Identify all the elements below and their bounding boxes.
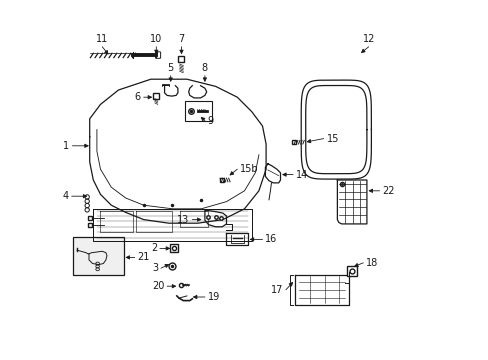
Text: 22: 22: [382, 186, 394, 196]
Text: 15b: 15b: [240, 164, 258, 174]
Text: 5: 5: [167, 63, 173, 73]
Text: 10: 10: [150, 34, 162, 44]
Text: 2: 2: [150, 243, 157, 253]
Text: 13: 13: [177, 215, 189, 225]
Text: 21: 21: [137, 252, 150, 262]
Text: 1: 1: [63, 141, 69, 151]
Text: 6: 6: [134, 92, 141, 102]
Text: 19: 19: [207, 292, 220, 302]
Text: 11: 11: [96, 34, 108, 44]
Bar: [73, 237, 123, 275]
Text: 4: 4: [62, 191, 69, 201]
Text: 18: 18: [366, 258, 378, 268]
Text: 9: 9: [207, 116, 213, 126]
Text: 15: 15: [326, 134, 338, 144]
Text: 3: 3: [152, 263, 158, 273]
Bar: [185, 101, 212, 121]
Text: 17: 17: [270, 285, 283, 295]
Text: 8: 8: [202, 63, 207, 73]
Text: 7: 7: [178, 34, 184, 44]
Text: 12: 12: [362, 34, 374, 44]
Text: 20: 20: [152, 281, 164, 291]
Text: 16: 16: [265, 234, 277, 244]
Text: 14: 14: [295, 170, 307, 180]
FancyBboxPatch shape: [155, 52, 160, 58]
